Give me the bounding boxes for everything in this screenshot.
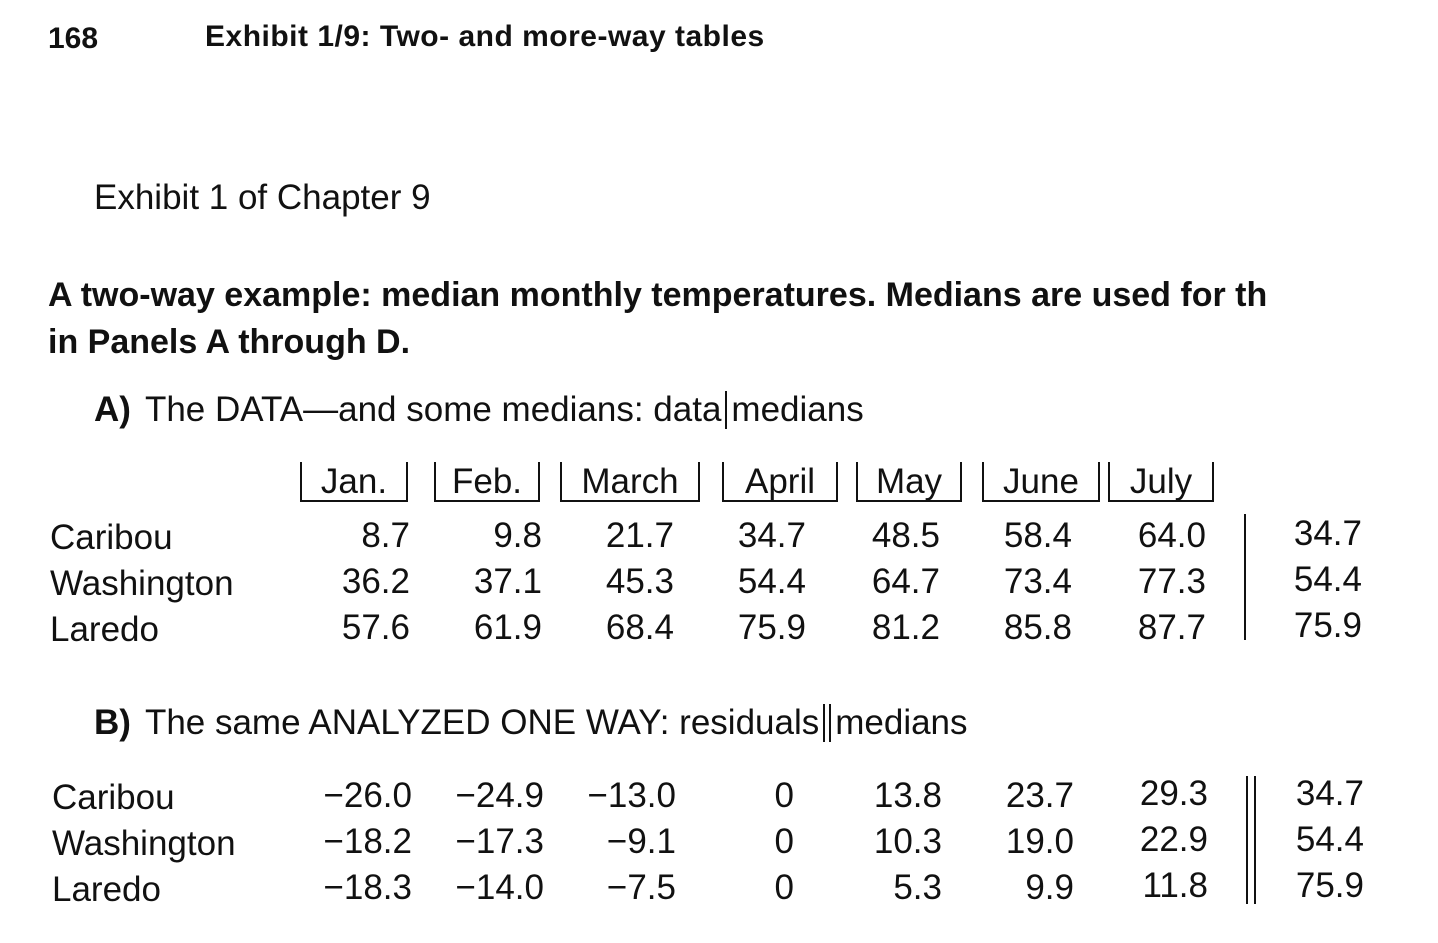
table-cell: 57.6 [341,608,410,647]
month-header-july: July [1108,462,1214,502]
table-cell: 73.4 [1003,562,1072,601]
row-median: 54.4 [1295,820,1364,859]
table-cell: 75.9 [737,608,806,647]
row-median: 75.9 [1295,866,1364,905]
table-cell: −13.0 [587,776,676,815]
row-label: Washington [50,564,234,603]
month-header-april: April [722,462,838,502]
table-cell: −18.3 [323,868,412,907]
panel-a-title-left: The DATA—and some medians: data [144,390,722,429]
table-cell: −17.3 [455,822,544,861]
table-cell: 64.0 [1137,516,1206,555]
row-label: Caribou [50,518,173,557]
table-cell: 9.9 [1025,868,1074,907]
row-median: 54.4 [1293,560,1362,599]
running-head: Exhibit 1/9: Two- and more-way tables [205,20,765,53]
table-cell: 58.4 [1003,516,1072,555]
panel-a-title-right: medians [731,390,864,429]
row-median: 34.7 [1293,514,1362,553]
month-header-may: May [856,462,962,502]
table-cell: 87.7 [1137,608,1206,647]
caption-line-2: in Panels A through D. [48,323,411,361]
row-label: Laredo [50,610,159,649]
table-cell: −24.9 [455,776,544,815]
table-cell: −9.1 [606,822,676,861]
table-cell: −14.0 [455,868,544,907]
table-cell: 34.7 [737,516,806,555]
table-cell: 36.2 [341,562,410,601]
caption-line-1: A two-way example: median monthly temper… [48,276,1268,314]
panel-a-heading: A) The DATA—and some medians: data medians [94,390,864,430]
double-bar-separator [823,704,832,742]
table-cell: 85.8 [1003,608,1072,647]
table-cell: 22.9 [1139,820,1208,859]
table-cell: 10.3 [873,822,942,861]
caption: A two-way example: median monthly temper… [48,272,1267,366]
row-label: Caribou [52,778,175,817]
table-cell: 0 [774,868,794,907]
table-cell: 0 [774,822,794,861]
median-separator-line-right [1254,776,1256,904]
table-cell: 5.3 [893,868,942,907]
month-header-feb: Feb. [434,462,540,502]
month-header-jan: Jan. [300,462,408,502]
table-cell: 13.8 [873,776,942,815]
table-cell: 45.3 [605,562,674,601]
exhibit-title: Exhibit 1 of Chapter 9 [94,178,431,217]
table-cell: 68.4 [605,608,674,647]
table-cell: 21.7 [605,516,674,555]
table-cell: 54.4 [737,562,806,601]
row-label: Washington [52,824,236,863]
row-median: 34.7 [1295,774,1364,813]
panel-b-title-left: The same ANALYZED ONE WAY: residuals [144,703,820,742]
table-cell: 0 [774,776,794,815]
median-separator-line-left [1246,776,1248,904]
row-median: 75.9 [1293,606,1362,645]
table-cell: −18.2 [323,822,412,861]
table-cell: 29.3 [1139,774,1208,813]
table-cell: 23.7 [1005,776,1074,815]
panel-a-letter: A) [94,390,131,429]
table-cell: 77.3 [1137,562,1206,601]
row-label: Laredo [52,870,161,909]
page-number: 168 [48,22,99,55]
table-cell: 19.0 [1005,822,1074,861]
table-cell: 9.8 [493,516,542,555]
table-cell: 11.8 [1142,866,1208,905]
table-cell: 61.9 [473,608,542,647]
table-cell: 37.1 [473,562,542,601]
table-cell: 48.5 [871,516,940,555]
table-cell: −26.0 [323,776,412,815]
panel-b-title-right: medians [835,703,968,742]
single-bar-separator [725,391,728,429]
table-cell: 64.7 [871,562,940,601]
median-separator-line [1244,514,1246,640]
table-cell: −7.5 [606,868,676,907]
panel-b-heading: B) The same ANALYZED ONE WAY: residuals me… [94,703,968,743]
table-cell: 81.2 [871,608,940,647]
month-header-march: March [560,462,700,502]
table-cell: 8.7 [361,516,410,555]
panel-b-letter: B) [94,703,131,742]
month-header-june: June [982,462,1100,502]
